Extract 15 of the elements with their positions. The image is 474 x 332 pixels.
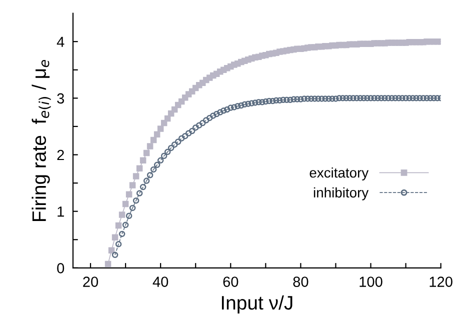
- x-tick-label: 120: [430, 276, 452, 287]
- x-tick-label: 100: [360, 276, 382, 287]
- y-tick-label: 2: [57, 150, 64, 160]
- legend-label: excitatory: [310, 167, 369, 180]
- x-tick-label: 80: [293, 276, 308, 287]
- x-axis-title: Input ν/J: [222, 295, 292, 314]
- y-axis-title: Firing rate f$_{e(i)}$ / μ$_{e}$: [32, 60, 51, 221]
- x-tick-label: 60: [223, 276, 238, 287]
- y-tick-label: 1: [58, 206, 64, 217]
- x-tick-label: 40: [152, 276, 168, 287]
- legend-label: inhibitory: [314, 187, 369, 200]
- x-tick-label: 20: [83, 276, 98, 287]
- y-tick-label: 3: [57, 93, 64, 104]
- y-tick-label: 4: [56, 36, 64, 47]
- y-tick-label: 0: [57, 263, 64, 274]
